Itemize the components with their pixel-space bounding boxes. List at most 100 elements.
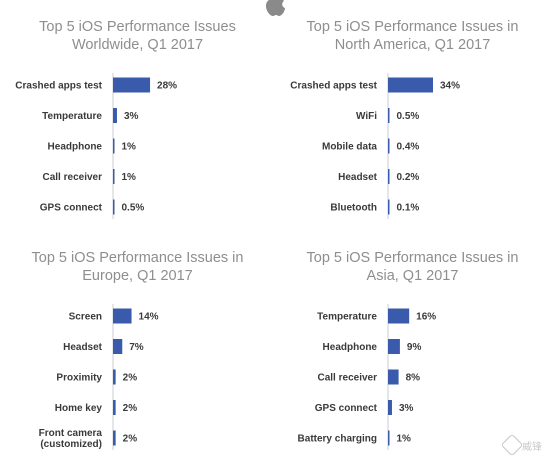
bar-chart-svg: Crashed apps test 34% WiFi 0.5% Mobile data 0… — [290, 73, 460, 219]
bar-chart-svg: Crashed apps test 28% Temperature 3% Headpho… — [15, 73, 177, 219]
watermark-icon — [500, 433, 524, 457]
bar — [388, 339, 400, 354]
value-label: 2% — [123, 434, 138, 445]
category-label-line: Proximity — [56, 373, 102, 384]
value-label: 0.4% — [397, 142, 420, 153]
category-label: Front camera (customized) — [39, 428, 103, 450]
bar — [113, 169, 115, 184]
value-label: 28% — [157, 81, 177, 92]
bar — [113, 138, 115, 154]
category-label-line: Headset — [63, 342, 103, 353]
category-label: Home key — [55, 403, 103, 414]
chart-title: Top 5 iOS Performance Issues Worldwide, … — [10, 18, 265, 54]
bar — [388, 199, 390, 215]
apple-logo-icon — [266, 0, 285, 16]
chart-title: Top 5 iOS Performance Issues in North Am… — [285, 18, 540, 54]
category-label: WiFi — [356, 111, 377, 122]
category-label: Headphone — [323, 342, 378, 353]
bar — [113, 339, 123, 354]
category-label: Mobile data — [322, 142, 377, 153]
value-label: 14% — [139, 312, 159, 323]
category-label: Battery charging — [298, 434, 377, 445]
chart-europe: Top 5 iOS Performance Issues in Europe, … — [0, 231, 275, 462]
value-label: 1% — [122, 172, 137, 183]
value-label: 1% — [122, 142, 137, 153]
bar — [113, 400, 116, 415]
category-label-line: Crashed apps test — [290, 81, 377, 92]
chart-title-line: Asia, Q1 2017 — [366, 268, 459, 284]
chart-title-line: Top 5 iOS Performance Issues in — [306, 250, 519, 266]
category-label-line: Screen — [69, 312, 102, 323]
category-label-line: Front camera — [39, 428, 103, 439]
category-label-line: Call receiver — [318, 373, 378, 384]
category-label: Temperature — [317, 312, 377, 323]
category-label-line: GPS connect — [315, 403, 378, 414]
value-label: 0.2% — [397, 172, 420, 183]
bar — [113, 430, 116, 446]
bar — [388, 169, 390, 184]
category-label: GPS connect — [315, 403, 378, 414]
value-label: 34% — [440, 81, 460, 92]
bar — [388, 430, 390, 446]
category-label-line: Crashed apps test — [15, 81, 102, 92]
category-label: Bluetooth — [330, 203, 377, 214]
chart-title-line: Worldwide, Q1 2017 — [71, 37, 204, 53]
chart-title: Top 5 iOS Performance Issues in Europe, … — [10, 249, 265, 285]
category-label-line: Headphone — [323, 342, 378, 353]
value-label: 0.5% — [397, 111, 420, 122]
chart-asia: Top 5 iOS Performance Issues in Asia, Q1… — [275, 231, 550, 462]
value-label: 2% — [123, 373, 138, 384]
chart-title-line: Europe, Q1 2017 — [82, 268, 193, 284]
chart-title-line: Top 5 iOS Performance Issues in — [306, 19, 519, 35]
category-label: Crashed apps test — [15, 81, 102, 92]
value-label: 7% — [129, 342, 144, 353]
category-label-line: GPS connect — [40, 203, 103, 214]
category-label-line: Headset — [338, 172, 378, 183]
category-label: Temperature — [42, 111, 102, 122]
chart-title: Top 5 iOS Performance Issues in Asia, Q1… — [285, 249, 540, 285]
chart-north-america: Top 5 iOS Performance Issues in North Am… — [275, 0, 550, 231]
category-label: Headset — [338, 172, 378, 183]
bar — [388, 108, 390, 123]
category-label-line: Home key — [55, 403, 103, 414]
bar — [388, 138, 390, 154]
value-label: 0.1% — [397, 203, 420, 214]
value-label: 16% — [416, 312, 436, 323]
category-label-line: (customized) — [40, 439, 102, 450]
value-label: 2% — [123, 403, 138, 414]
category-label: Screen — [69, 312, 102, 323]
category-label-line: WiFi — [356, 111, 377, 122]
category-label-line: Call receiver — [43, 172, 103, 183]
bar — [113, 77, 151, 93]
bar — [388, 369, 399, 385]
watermark-text: 威锋 — [522, 441, 542, 453]
bar-chart-svg: Temperature 16% Headphone 9% Call receiver 8%… — [298, 304, 436, 450]
category-label: Call receiver — [318, 373, 378, 384]
value-label: 8% — [406, 373, 421, 384]
chart-worldwide: Top 5 iOS Performance Issues Worldwide, … — [0, 0, 275, 231]
bar-chart-svg: Screen 14% Headset 7% Proximity 2% Home key 2% F… — [39, 304, 159, 450]
value-label: 1% — [397, 434, 412, 445]
chart-title-line: North America, Q1 2017 — [334, 37, 491, 53]
category-label-line: Temperature — [317, 312, 377, 323]
bar — [113, 308, 132, 324]
value-label: 3% — [124, 111, 139, 122]
category-label: Headphone — [48, 142, 103, 153]
category-label-line: Bluetooth — [330, 203, 377, 214]
category-label-line: Temperature — [42, 111, 102, 122]
value-label: 3% — [399, 403, 414, 414]
category-label: Headset — [63, 342, 103, 353]
category-label-line: Mobile data — [322, 142, 377, 153]
category-label-line: Battery charging — [298, 434, 377, 445]
value-label: 9% — [407, 342, 422, 353]
category-label: Call receiver — [43, 172, 103, 183]
chart-title-line: Top 5 iOS Performance Issues — [39, 19, 236, 35]
watermark-logo: 威锋 — [500, 433, 544, 457]
bar — [113, 369, 116, 385]
category-label: GPS connect — [40, 203, 103, 214]
chart-title-line: Top 5 iOS Performance Issues in — [31, 250, 244, 266]
category-label: Crashed apps test — [290, 81, 377, 92]
bar — [113, 199, 115, 215]
category-label-line: Headphone — [48, 142, 103, 153]
bar — [388, 308, 410, 324]
